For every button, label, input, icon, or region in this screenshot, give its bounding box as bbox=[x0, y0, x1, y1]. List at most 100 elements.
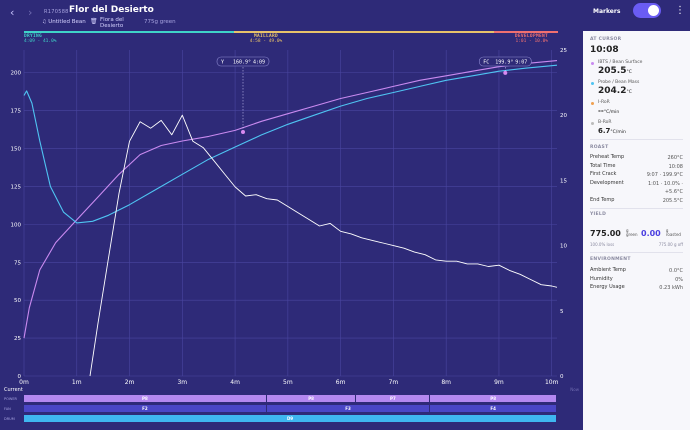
roast-rows-row: Preheat Temp 260°C bbox=[590, 155, 683, 164]
yield-roasted-value: 0.00 bbox=[641, 229, 661, 238]
event-segment[interactable]: F2 bbox=[24, 405, 266, 412]
yield-green-unit: g green bbox=[625, 228, 638, 237]
row-value: 260°C bbox=[667, 155, 683, 161]
markers-label: Markers bbox=[593, 8, 621, 15]
event-segment[interactable]: F3 bbox=[266, 405, 430, 412]
roast-rows-row: First Crack 9:07 · 199.9°C bbox=[590, 172, 683, 181]
divider bbox=[590, 208, 683, 209]
roast-rows-row: Development 1:01 · 10.0% · bbox=[590, 180, 683, 190]
phase-range: 1:01 - 10.0% bbox=[515, 39, 548, 44]
event-segment[interactable]: P8 bbox=[266, 395, 356, 402]
y-left-tick-label: 0 bbox=[18, 374, 22, 380]
divider bbox=[590, 252, 683, 253]
roast-chart[interactable]: 0m 1m 2m 3m 4m 5m 6m 7m 8m 9m 10m 0 25 50 75 100 125 150 1… bbox=[0, 47, 583, 387]
probe-color-dot bbox=[591, 102, 594, 105]
probe-label: Probe / Bean Mass bbox=[598, 80, 640, 85]
event-row-label: FAN bbox=[4, 407, 11, 411]
roast-rows-row: Total Time 10:08 bbox=[590, 163, 683, 173]
x-tick-label: 4m bbox=[230, 379, 240, 386]
row-value: 205.5°C bbox=[662, 197, 683, 204]
yield-off: 775.00 g off bbox=[658, 242, 683, 247]
y-left-tick-label: 175 bbox=[11, 109, 22, 115]
marker-dot[interactable] bbox=[503, 70, 508, 75]
y-left-tick-label: 150 bbox=[11, 147, 22, 153]
events-panel: Current Now POWER P8 P8 P7 P8 FAN F2 F3 F4 DRUM D9 bbox=[0, 387, 583, 430]
markers-toggle[interactable] bbox=[633, 3, 661, 18]
x-tick-label: 8m bbox=[441, 379, 451, 386]
probe-label: I-RoR bbox=[598, 100, 610, 105]
back-icon[interactable]: ‹ bbox=[10, 6, 15, 19]
bean-icon: ♫ bbox=[42, 19, 47, 25]
trash-icon[interactable]: 🗑 bbox=[90, 18, 98, 25]
y-left-tick-label: 50 bbox=[14, 298, 21, 304]
event-segment[interactable]: P8 bbox=[24, 395, 266, 402]
events-title: Current bbox=[4, 387, 23, 393]
row-key: Energy Usage bbox=[590, 284, 625, 290]
phase-name: DRYING bbox=[24, 34, 43, 39]
yield-roasted: 0.00 g roasted bbox=[641, 221, 684, 240]
event-segment[interactable]: D9 bbox=[24, 415, 556, 422]
sidebar: AT CURSOR 10:08 IBTS / Bean Surface 205.5… bbox=[583, 31, 690, 430]
y-left-tick-label: 125 bbox=[11, 184, 22, 190]
row-value: 10:08 bbox=[668, 163, 683, 170]
phase-label: DEVELOPMENT 1:01 - 10.0% bbox=[504, 34, 548, 44]
probe-value-wrap: 205.5°C bbox=[598, 66, 632, 76]
roast-chart-svg[interactable]: 0m 1m 2m 3m 4m 5m 6m 7m 8m 9m 10m02550751001251501… bbox=[0, 47, 583, 387]
probe-value-wrap: 6.7°C/min bbox=[598, 126, 626, 136]
x-tick-label: 9m bbox=[494, 379, 504, 386]
yield-green-value: 775.00 bbox=[590, 229, 621, 238]
env-rows-row: Energy Usage 0.23 kWh bbox=[590, 285, 683, 294]
y-right-tick-label: 5 bbox=[560, 309, 564, 315]
x-tick-label: 10m bbox=[545, 379, 559, 386]
x-tick-label: 6m bbox=[336, 379, 346, 386]
phase-name: MAILLARD bbox=[253, 34, 279, 39]
probe-label: IBTS / Bean Surface bbox=[598, 60, 643, 65]
event-segment[interactable]: P8 bbox=[430, 395, 556, 402]
divider bbox=[590, 139, 683, 140]
x-tick-label: 5m bbox=[283, 379, 293, 386]
x-tick-label: 2m bbox=[125, 379, 135, 386]
toggle-knob bbox=[648, 5, 659, 16]
y-right-tick-label: 15 bbox=[560, 178, 567, 184]
event-row-label: DRUM bbox=[4, 417, 15, 421]
markers-bar: Markers ⋮ bbox=[583, 0, 690, 31]
more-menu-icon[interactable]: ⋮ bbox=[675, 5, 685, 16]
y-right-tick-label: 20 bbox=[560, 113, 567, 119]
bean-link[interactable]: ♫ Untitled Bean bbox=[42, 19, 86, 25]
series-line-1 bbox=[23, 64, 558, 224]
probe-value: -- bbox=[598, 107, 604, 115]
roast-id: R170588 bbox=[44, 9, 69, 15]
roast-title[interactable]: Flor del Desierto bbox=[69, 5, 154, 15]
yield-roasted-unit: g roasted bbox=[665, 228, 681, 237]
phase-range: 4:09 - 41.0% bbox=[24, 39, 57, 44]
marker-temp: 199.9° bbox=[495, 60, 513, 66]
probe-value-wrap: 204.2°C bbox=[598, 86, 632, 96]
y-left-tick-label: 75 bbox=[14, 260, 21, 266]
event-row-drum: DRUM D9 bbox=[0, 415, 583, 423]
marker-dot[interactable] bbox=[241, 130, 246, 135]
marker-label[interactable]: Y 160.9° 4:09 bbox=[216, 56, 270, 67]
phase-label: DRYING 4:09 - 41.0% bbox=[24, 34, 68, 44]
marker-label[interactable]: FC 199.9° 9:07 bbox=[478, 56, 532, 67]
marker-name: Y bbox=[221, 60, 224, 66]
phase-range: 4:58 - 49.0% bbox=[249, 39, 283, 44]
event-row-fan: FAN F2 F3 F4 bbox=[0, 405, 583, 413]
row-key: Humidity bbox=[590, 275, 613, 282]
event-segment[interactable]: P7 bbox=[356, 395, 430, 402]
yield-loss: 100.0% loss bbox=[590, 242, 615, 247]
green-weight: 775g green bbox=[144, 19, 176, 25]
row-value: 9:07 · 199.9°C bbox=[646, 172, 683, 178]
marker-time: 9:07 bbox=[515, 60, 527, 66]
event-segment[interactable]: F4 bbox=[430, 405, 556, 412]
forward-icon[interactable]: › bbox=[28, 6, 33, 19]
roast-rows-row: +5.6°C bbox=[590, 189, 683, 198]
row-value: 0% bbox=[675, 276, 683, 283]
x-tick-label: 1m bbox=[72, 379, 82, 386]
marker-time: 4:09 bbox=[253, 60, 265, 66]
roast-section-title: ROAST bbox=[590, 145, 609, 150]
marker-temp: 160.9° bbox=[233, 60, 251, 66]
env-section-title: ENVIRONMENT bbox=[590, 257, 631, 262]
probe-unit: °C/min bbox=[610, 130, 626, 135]
cursor-time: 10:08 bbox=[590, 45, 619, 55]
probe-color-dot bbox=[591, 62, 594, 65]
